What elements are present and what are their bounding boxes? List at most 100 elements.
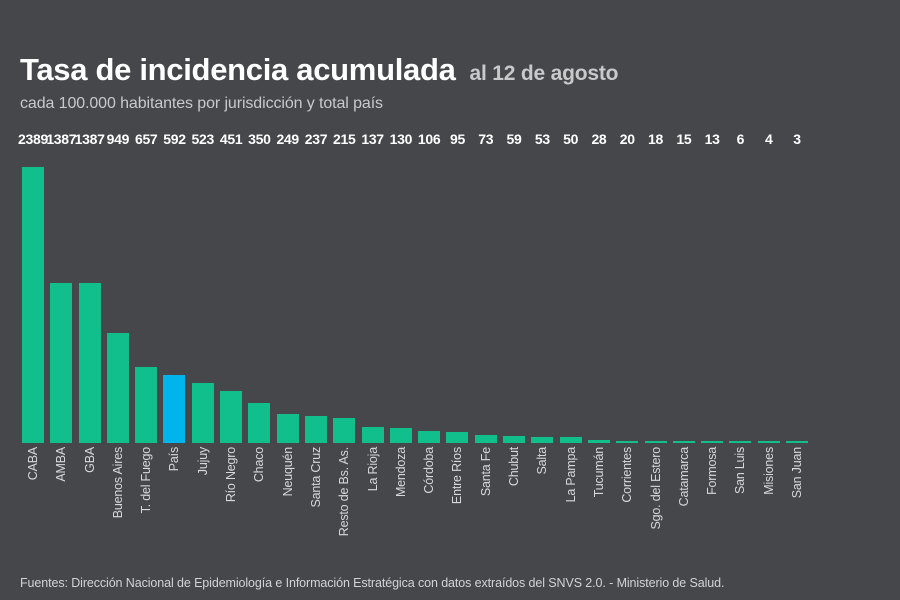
bar-column[interactable]: 215: [333, 131, 356, 443]
bar-rect[interactable]: [163, 374, 186, 443]
x-axis-label: Corrientes: [620, 447, 635, 503]
bar-rect[interactable]: [276, 414, 299, 443]
page-title: Tasa de incidencia acumulada: [20, 52, 456, 87]
bar-value-label: 15: [676, 131, 692, 147]
bar-rect[interactable]: [672, 441, 695, 443]
report-date: al 12 de agosto: [469, 62, 619, 85]
bar-column[interactable]: 6: [729, 131, 752, 443]
bar-column[interactable]: 15: [672, 131, 695, 443]
bar-value-label: 237: [304, 131, 328, 147]
bar-column[interactable]: 1387: [75, 131, 105, 443]
bar-column[interactable]: 18: [644, 131, 667, 443]
bar-rect[interactable]: [531, 436, 554, 443]
title-line: Tasa de incidencia acumulada al 12 de ag…: [20, 52, 880, 87]
bar-column[interactable]: 592: [163, 131, 186, 443]
bar-rect[interactable]: [248, 402, 271, 443]
bar-rect[interactable]: [191, 382, 214, 443]
bar-rect[interactable]: [78, 282, 101, 443]
bar-column[interactable]: 28: [587, 131, 610, 443]
bar-rect[interactable]: [220, 390, 243, 443]
bar-column[interactable]: 451: [220, 131, 243, 443]
bar-value-label: 6: [736, 131, 745, 147]
chart-header: Tasa de incidencia acumulada al 12 de ag…: [20, 52, 880, 113]
x-axis-tick: Buenos Aires: [107, 447, 129, 557]
x-axis-tick: Salta: [531, 447, 553, 557]
x-axis-tick: Córdoba: [418, 447, 440, 557]
bar-rect[interactable]: [757, 441, 780, 443]
bar-value-label: 130: [389, 131, 413, 147]
bar-value-label: 20: [619, 131, 635, 147]
bar-column[interactable]: 50: [559, 131, 582, 443]
x-axis-tick: AMBA: [50, 447, 72, 557]
x-axis-tick: Formosa: [701, 447, 723, 557]
bar-value-label: 523: [191, 131, 215, 147]
x-axis-label: Buenos Aires: [110, 447, 125, 519]
bar-value-label: 3: [793, 131, 801, 147]
bar-column[interactable]: 237: [304, 131, 328, 443]
bar-rect[interactable]: [418, 430, 441, 443]
bar-rect[interactable]: [50, 282, 73, 443]
bar-rect[interactable]: [701, 441, 724, 443]
bar-rect[interactable]: [587, 439, 610, 443]
bar-rect[interactable]: [135, 367, 158, 443]
bar-rect[interactable]: [644, 440, 667, 443]
bar-rect[interactable]: [729, 441, 752, 443]
bar-column[interactable]: 657: [135, 131, 158, 443]
bar-column[interactable]: 20: [616, 131, 639, 443]
x-axis-label: Tucumán: [591, 447, 606, 498]
x-axis-tick: Neuquén: [277, 447, 299, 557]
bar-value-label: 4: [764, 131, 773, 147]
x-axis-label: Santa Cruz: [308, 447, 323, 508]
bar-value-label: 350: [248, 131, 271, 147]
x-axis-tick: Santa Fe: [475, 447, 497, 557]
x-axis-label: GBA: [82, 447, 97, 473]
x-axis-label: Chubut: [507, 447, 522, 487]
bar-column[interactable]: 53: [531, 131, 554, 443]
x-axis-label: Jujuy: [195, 447, 210, 476]
x-axis-tick: San Luis: [729, 447, 751, 557]
bar-column[interactable]: 3: [786, 131, 809, 443]
bar-rect[interactable]: [361, 427, 384, 443]
bar-series: 2389 1387 1387 949 657 592 523 451 350 249 237 215 1…: [18, 131, 867, 443]
bar-value-label: 95: [449, 131, 465, 147]
bar-column[interactable]: 249: [276, 131, 299, 443]
bar-column[interactable]: 106: [418, 131, 441, 443]
x-axis-tick: Tucumán: [588, 447, 610, 557]
bar-rect[interactable]: [474, 434, 497, 443]
x-axis-label: La Pampa: [563, 447, 578, 503]
bar-column[interactable]: 59: [503, 131, 526, 443]
bar-column[interactable]: 1387: [46, 131, 77, 443]
x-axis-tick: Chaco: [248, 447, 270, 557]
bar-column[interactable]: 95: [446, 131, 469, 443]
x-axis-label: Río Negro: [224, 447, 239, 503]
bar-rect[interactable]: [389, 427, 412, 443]
bar-rect[interactable]: [106, 333, 129, 443]
bar-column[interactable]: 350: [248, 131, 271, 443]
x-axis-label: San Juan: [790, 447, 805, 499]
bar-rect[interactable]: [446, 432, 469, 443]
x-axis-label: Salta: [535, 447, 550, 475]
x-axis-tick: CABA: [22, 447, 44, 557]
bar-rect[interactable]: [22, 167, 44, 443]
bar-value-label: 137: [361, 131, 384, 147]
bar-column[interactable]: 13: [701, 131, 724, 443]
x-axis-tick: La Pampa: [560, 447, 582, 557]
bar-column[interactable]: 4: [757, 131, 780, 443]
bar-column[interactable]: 137: [361, 131, 384, 443]
bar-column[interactable]: 2389: [18, 131, 48, 443]
bar-rect[interactable]: [616, 440, 639, 443]
bar-rect[interactable]: [786, 441, 809, 443]
x-axis-tick: País: [163, 447, 185, 557]
bar-column[interactable]: 73: [474, 131, 497, 443]
bar-value-label: 1387: [74, 131, 105, 147]
bar-column[interactable]: 130: [389, 131, 412, 443]
bar-column[interactable]: 949: [106, 131, 129, 443]
bar-rect[interactable]: [304, 415, 327, 443]
x-axis-tick: San Juan: [786, 447, 808, 557]
bar-rect[interactable]: [333, 418, 356, 443]
bar-rect[interactable]: [559, 437, 582, 443]
x-axis-tick: Misiones: [758, 447, 780, 557]
bar-rect[interactable]: [503, 436, 526, 443]
bar-column[interactable]: 523: [191, 131, 214, 443]
